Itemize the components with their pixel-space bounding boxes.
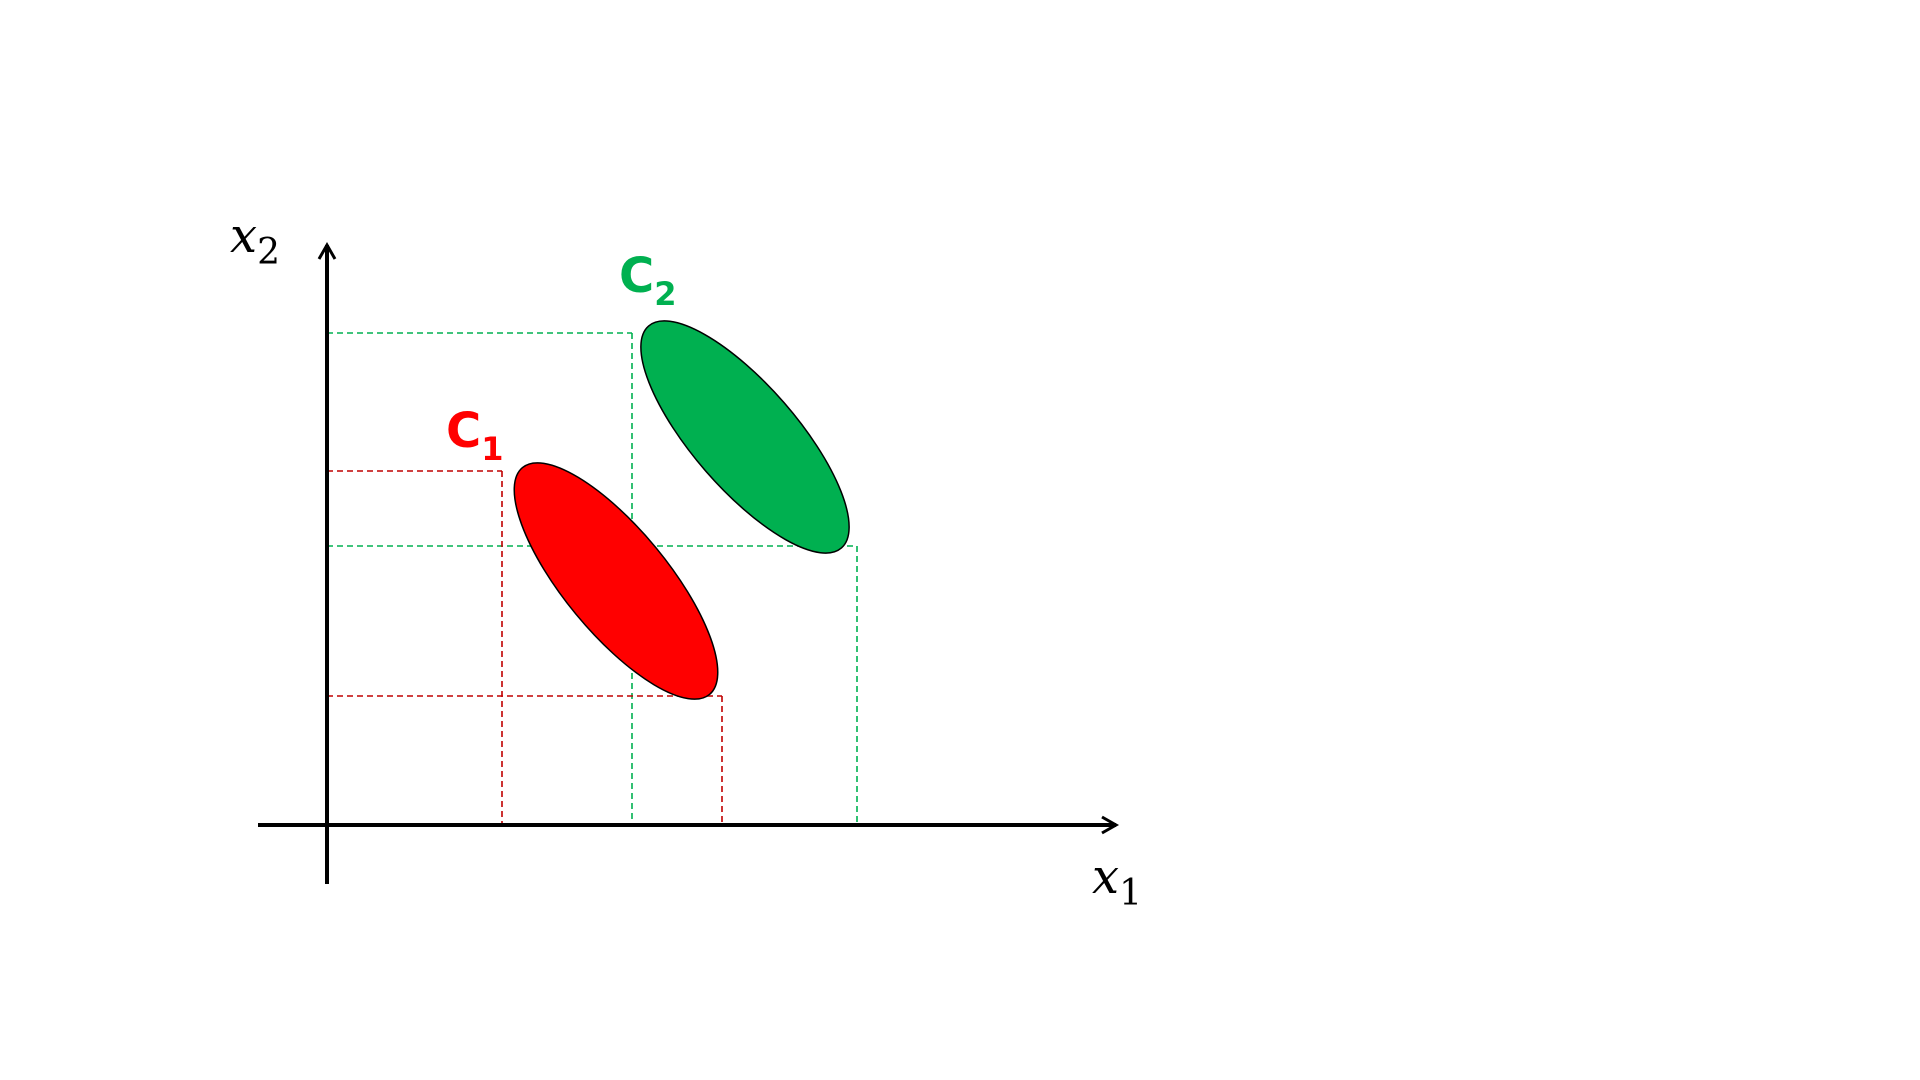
- x2-axis-label: x2: [230, 208, 280, 273]
- c1-class-label: C1: [446, 403, 504, 468]
- c1-projection-guides: [327, 470, 723, 825]
- c2-class-label: C2: [619, 248, 677, 313]
- x1-axis-label: x1: [1092, 849, 1142, 914]
- c2-ellipse: [640, 320, 850, 554]
- c1-ellipse: [513, 462, 719, 700]
